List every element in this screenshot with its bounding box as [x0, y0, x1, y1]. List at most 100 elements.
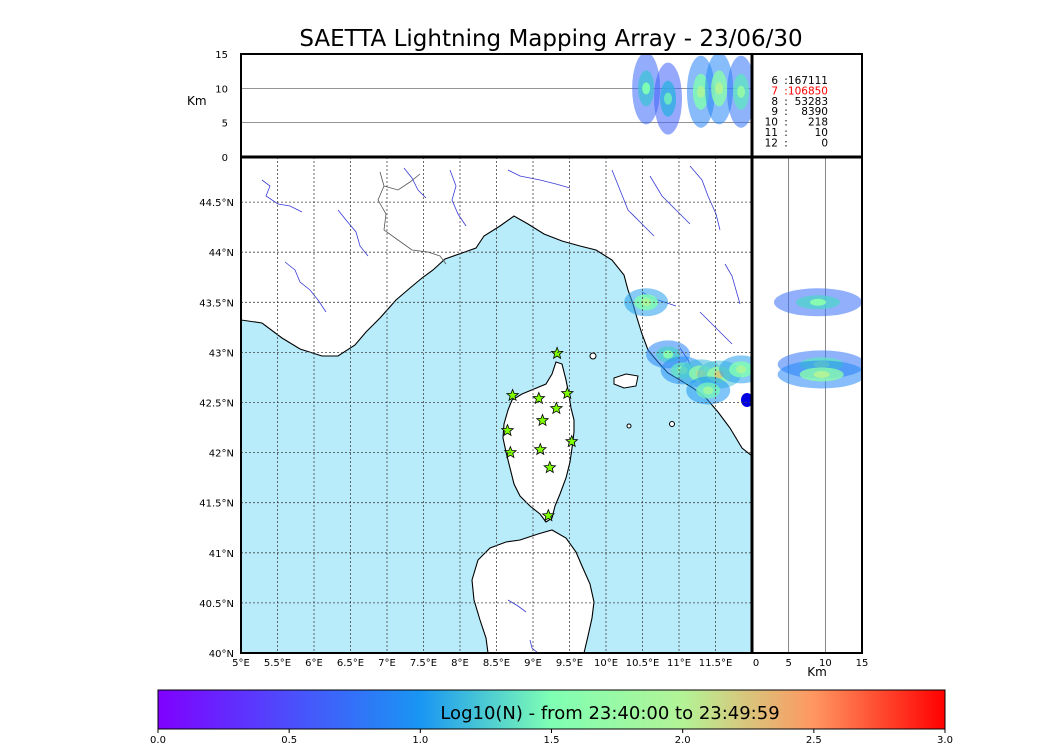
station-count-separator: : — [784, 117, 788, 129]
station-star — [500, 423, 515, 437]
station-count-separator: : — [784, 106, 788, 118]
giglio-island — [669, 421, 675, 427]
station-count-value: 53283 — [795, 96, 828, 108]
lightning-density-core — [703, 386, 714, 395]
right-x-tick-label: 10 — [819, 658, 832, 669]
top-y-tick-label: 10 — [215, 84, 228, 95]
map-y-tick-label: 44°N — [209, 248, 234, 259]
top-lightning-core — [642, 82, 651, 95]
capraia-island — [589, 352, 597, 360]
top-panel-ylabel: Km — [187, 94, 207, 108]
station-star — [550, 346, 564, 360]
map-x-tick-label: 11°E — [667, 658, 691, 669]
map-x-tick-label: 9°E — [524, 658, 542, 669]
colorbar-label: Log10(N) - from 23:40:00 to 23:49:59 — [440, 703, 779, 724]
right-x-tick-label: 0 — [753, 658, 759, 669]
map-x-tick-label: 8°E — [451, 658, 469, 669]
altitude-lat-panel: 0 5 10 15 Km — [753, 157, 869, 679]
elba-island — [613, 373, 639, 389]
station-star — [543, 460, 557, 474]
map-x-tick-label: 8.5°E — [483, 658, 510, 669]
station-count-value: 10 — [815, 127, 828, 139]
station-star — [533, 442, 548, 456]
lightning-density-core — [736, 365, 747, 374]
station-count-label: 8 — [771, 96, 778, 108]
colorbar-gradient — [157, 689, 946, 730]
map-x-tick-label: 9.5°E — [556, 658, 583, 669]
map-gridlines — [241, 157, 752, 653]
colorbar-tick-label: 0.0 — [150, 735, 166, 746]
lma-stations — [500, 346, 579, 522]
top-lightning-core — [696, 85, 705, 98]
station-star — [541, 508, 556, 522]
map-x-tick-label: 6.5°E — [337, 658, 364, 669]
top-lightning-core — [715, 82, 724, 95]
station-count-label: 12 — [765, 137, 778, 149]
lon-altitude-panel: 0 5 10 15 Km — [187, 50, 752, 164]
panel-frames — [240, 53, 863, 654]
station-count-table: 6:1671117:1068508:532839:839010:21811:10… — [765, 75, 828, 149]
map-x-tick-label: 7°E — [378, 658, 396, 669]
colorbar-tick-label: 3.0 — [937, 735, 953, 746]
right-panel-x-ticks: 0 5 10 15 — [753, 658, 869, 669]
sardinia — [471, 529, 595, 653]
station-star — [505, 388, 520, 402]
top-y-tick-label: 0 — [222, 153, 228, 164]
map-y-tick-label: 43.5°N — [199, 298, 234, 309]
station-count-separator: : — [784, 127, 788, 139]
map-x-tick-label: 10.5°E — [626, 658, 660, 669]
station-count-label: 10 — [765, 117, 778, 129]
colorbar-tick-label: 1.0 — [412, 735, 428, 746]
colorbar-ticks: 0.0 0.5 1.0 1.5 2.0 2.5 3.0 — [150, 729, 953, 746]
map-y-tick-label: 40.5°N — [199, 599, 234, 610]
station-count-value: 106850 — [788, 85, 828, 97]
map-y-tick-label: 43°N — [209, 348, 234, 359]
station-count-separator: : — [784, 137, 788, 149]
station-count-separator: : — [784, 96, 788, 108]
station-count-label: 7 — [771, 85, 778, 97]
map-x-tick-label: 10°E — [594, 658, 618, 669]
station-count-label: 9 — [771, 106, 778, 118]
map-y-tick-label: 41.5°N — [199, 499, 234, 510]
lightning-density-core — [663, 350, 674, 359]
right-panel-lightning — [774, 288, 862, 389]
top-panel-lightning — [632, 54, 752, 135]
station-count-separator: : — [784, 75, 788, 87]
map-y-tick-label: 44.5°N — [199, 198, 234, 209]
station-count-label: 6 — [771, 75, 778, 87]
right-lightning-core — [810, 298, 826, 306]
top-y-tick-label: 5 — [222, 119, 228, 130]
station-count-value: 167111 — [788, 75, 828, 87]
map-panel: 5°E 5.5°E 6°E 6.5°E 7°E 7.5°E 8°E 8.5°E 9°E 9.5°E… — [199, 157, 752, 669]
chart-title: SAETTA Lightning Mapping Array - 23/06/3… — [299, 26, 802, 52]
map-x-tick-label: 11.5°E — [699, 658, 733, 669]
right-x-tick-label: 5 — [785, 658, 791, 669]
top-lightning-core — [664, 92, 673, 105]
right-lightning-core — [813, 370, 830, 378]
station-star — [532, 391, 546, 405]
station-count-value: 8390 — [801, 106, 828, 118]
map-y-tick-label: 42°N — [209, 449, 234, 460]
colorbar-tick-label: 0.5 — [281, 735, 297, 746]
map-y-tick-label: 41°N — [209, 549, 234, 560]
map-x-tick-label: 6°E — [305, 658, 323, 669]
station-star — [503, 445, 518, 459]
map-x-tick-label: 5°E — [232, 658, 250, 669]
colorbar: Log10(N) - from 23:40:00 to 23:49:59 0.0… — [150, 689, 953, 746]
country-borders — [377, 171, 447, 265]
map-x-tick-label: 7.5°E — [410, 658, 437, 669]
station-star — [549, 401, 564, 415]
map-x-tick-label: 5.5°E — [264, 658, 291, 669]
top-panel-y-ticks: 0 5 10 15 — [215, 50, 228, 164]
right-x-tick-label: 15 — [856, 658, 869, 669]
station-count-separator: : — [784, 85, 788, 97]
station-star — [564, 434, 579, 448]
colorbar-tick-label: 2.5 — [806, 735, 822, 746]
montecristo-island — [626, 423, 632, 429]
tracking-marker — [741, 393, 752, 407]
right-panel-gridlines — [788, 157, 826, 653]
top-lightning-core — [737, 85, 746, 98]
map-x-ticks: 5°E 5.5°E 6°E 6.5°E 7°E 7.5°E 8°E 8.5°E 9°E 9.5°E… — [232, 658, 732, 669]
map-y-ticks: 40°N 40.5°N 41°N 41.5°N 42°N 42.5°N 43°N 43.5°N… — [199, 198, 234, 660]
